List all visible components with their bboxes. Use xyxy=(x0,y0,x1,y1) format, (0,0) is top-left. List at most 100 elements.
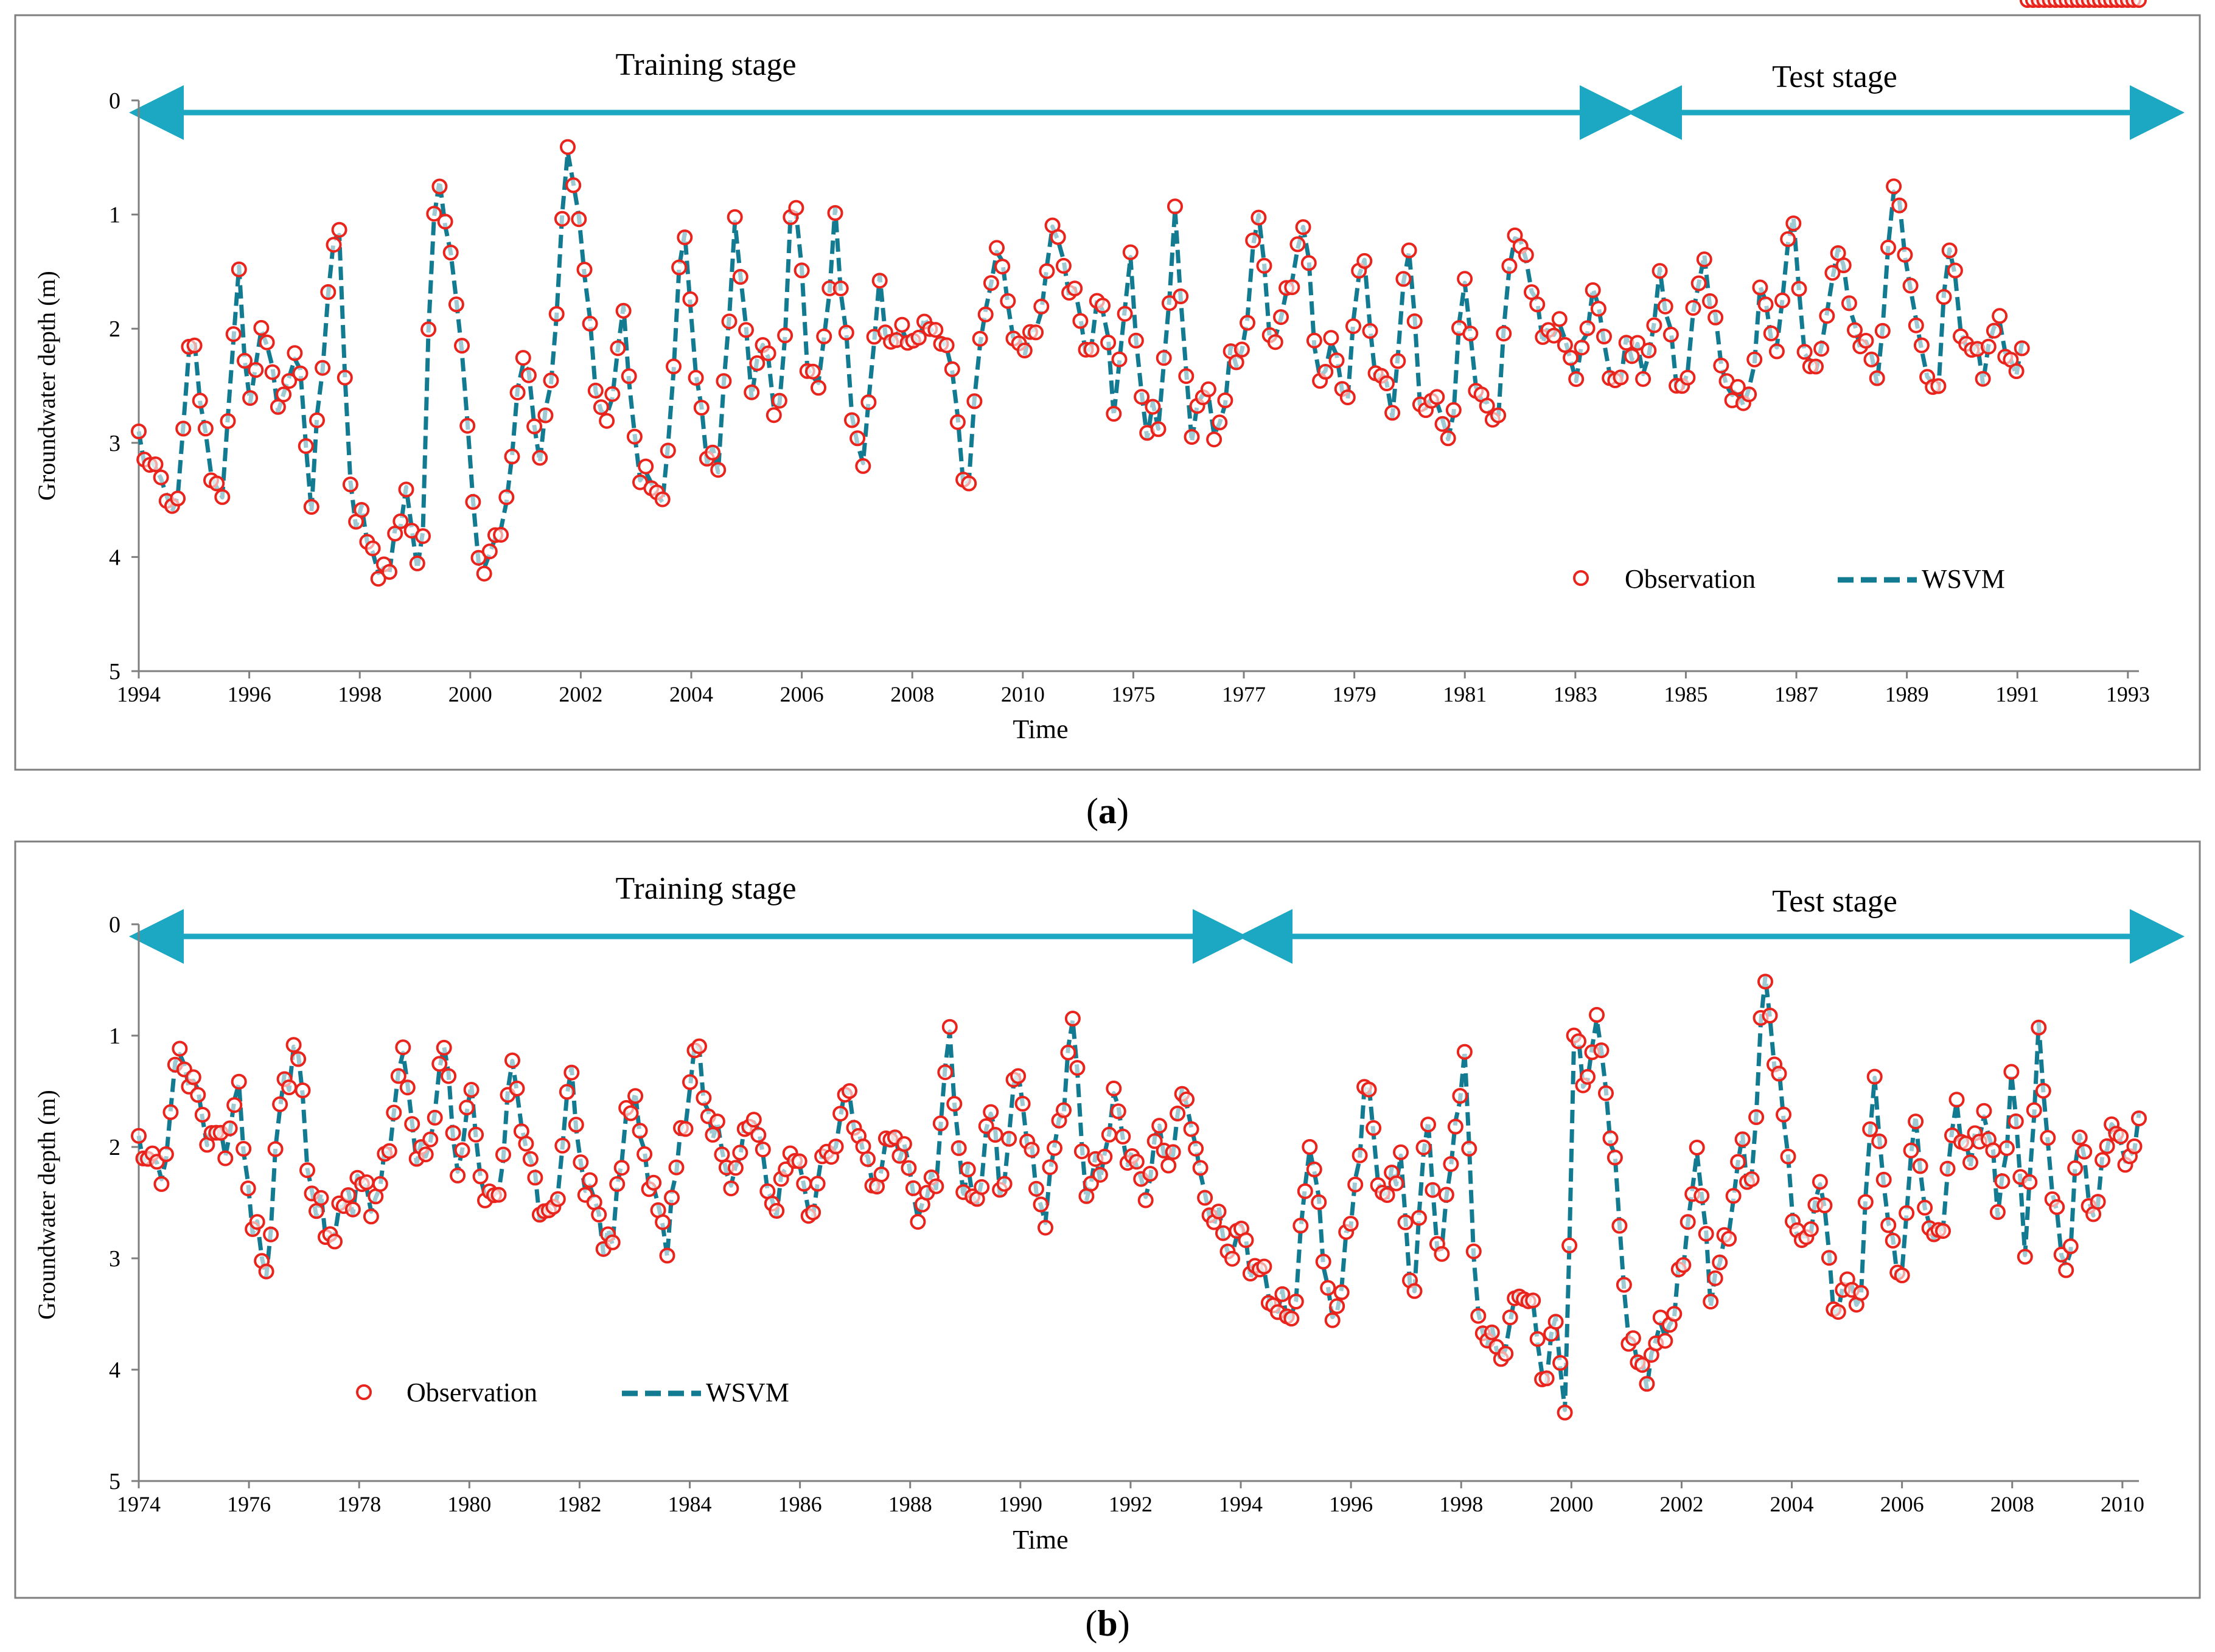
observation-point xyxy=(855,1138,871,1155)
observation-point xyxy=(1067,281,1083,297)
observation-point xyxy=(1106,406,1122,422)
observation-point xyxy=(745,1112,762,1128)
observation-point xyxy=(905,1180,921,1196)
observation-point xyxy=(896,1136,912,1152)
observation-point xyxy=(659,1247,675,1264)
observation-point xyxy=(1690,275,1707,291)
observation-point xyxy=(901,1160,917,1176)
observation-point xyxy=(1634,1357,1650,1373)
observation-point xyxy=(1457,271,1473,287)
x-tick-label: 2008 xyxy=(1990,1492,2034,1516)
y-tick-label: 2 xyxy=(109,316,120,342)
observation-point xyxy=(609,1176,626,1192)
observation-point xyxy=(587,382,604,399)
observation-point xyxy=(1547,1314,1564,1330)
observation-point xyxy=(744,384,760,400)
observation-point xyxy=(450,1167,466,1183)
observation-point xyxy=(932,1115,949,1132)
observation-point xyxy=(983,275,999,291)
observation-point xyxy=(290,1051,307,1067)
observation-point xyxy=(1835,257,1852,273)
observation-point xyxy=(1563,350,1579,366)
observation-point xyxy=(1912,1158,1928,1174)
observation-point xyxy=(2003,1064,2020,1080)
observation-point xyxy=(1529,296,1546,313)
observation-point xyxy=(1128,1154,1145,1170)
observation-point xyxy=(1639,1376,1655,1392)
observation-point xyxy=(1411,1210,1427,1226)
observation-point xyxy=(1902,277,1919,294)
observation-point xyxy=(1546,327,1562,344)
observation-point xyxy=(372,1176,388,1192)
observation-point xyxy=(860,1151,876,1167)
observation-point xyxy=(537,407,554,423)
observation-point xyxy=(468,1126,484,1143)
observation-point xyxy=(342,476,358,493)
observation-point xyxy=(1362,322,1378,339)
observation-point xyxy=(1613,369,1629,386)
x-tick-label: 1974 xyxy=(117,1492,161,1516)
observation-point xyxy=(1703,1294,1719,1310)
observation-point xyxy=(660,442,676,459)
observation-point xyxy=(788,200,804,216)
observation-point xyxy=(766,407,782,423)
y-ticks: 0 1 2 3 4 5 xyxy=(109,912,139,1494)
observation-point xyxy=(1438,1187,1454,1203)
observation-point xyxy=(1496,326,1512,342)
observation-point xyxy=(1134,389,1150,405)
y-axis-label: Groundwater depth (m) xyxy=(33,1090,60,1320)
observation-point xyxy=(632,1123,648,1139)
observation-point xyxy=(1908,317,1924,333)
observation-point xyxy=(1830,1304,1846,1320)
observation-point xyxy=(732,269,748,285)
x-tick-label: 2004 xyxy=(1770,1492,1814,1516)
observation-point xyxy=(573,1154,589,1171)
observation-point xyxy=(1899,1205,1915,1221)
observation-point xyxy=(1847,322,1863,338)
observation-point xyxy=(1880,1217,1897,1233)
observation-point xyxy=(873,1166,890,1183)
observation-point xyxy=(1808,358,1824,375)
x-tick-label: 1978 xyxy=(337,1492,381,1516)
observation-point xyxy=(668,1159,685,1176)
observation-point xyxy=(331,221,347,238)
observation-point xyxy=(2062,1238,2079,1255)
observation-point xyxy=(1178,368,1195,385)
observation-point xyxy=(463,1082,480,1098)
observation-point xyxy=(1863,351,1880,368)
observation-point xyxy=(894,316,910,333)
observation-point xyxy=(1702,293,1718,309)
observation-point xyxy=(655,1214,671,1230)
observation-point xyxy=(750,1127,767,1143)
observation-point xyxy=(1434,416,1451,432)
observation-point xyxy=(1115,1128,1131,1145)
observation-point xyxy=(1635,371,1652,387)
observation-point xyxy=(1160,1157,1177,1174)
observation-point xyxy=(568,1117,584,1133)
observation-point xyxy=(1292,1218,1309,1234)
observation-point xyxy=(465,493,481,510)
observation-point xyxy=(1056,1102,1072,1118)
observation-point xyxy=(1752,279,1768,296)
observation-point xyxy=(404,1116,420,1132)
observation-point xyxy=(849,430,866,447)
observation-point xyxy=(1580,1068,1596,1085)
observation-point xyxy=(1819,308,1835,324)
observation-point xyxy=(1461,1140,1477,1157)
observation-point xyxy=(1707,309,1724,326)
observation-point xyxy=(1406,1283,1423,1299)
observation-point xyxy=(1802,1221,1819,1237)
observation-point xyxy=(1694,1188,1710,1204)
observation-point xyxy=(1525,1292,1541,1309)
panel-label: (b) xyxy=(1085,1603,1129,1643)
observation-point xyxy=(1306,332,1322,349)
observation-point xyxy=(1329,1298,1345,1314)
observation-point xyxy=(392,513,409,529)
observation-point xyxy=(509,1080,525,1096)
observation-point xyxy=(162,1104,179,1120)
observation-point xyxy=(1050,229,1066,245)
stage-label-training: Training stage xyxy=(615,47,796,82)
observation-point xyxy=(769,1203,785,1219)
observation-point xyxy=(1047,1140,1062,1156)
observation-point xyxy=(295,1082,311,1098)
